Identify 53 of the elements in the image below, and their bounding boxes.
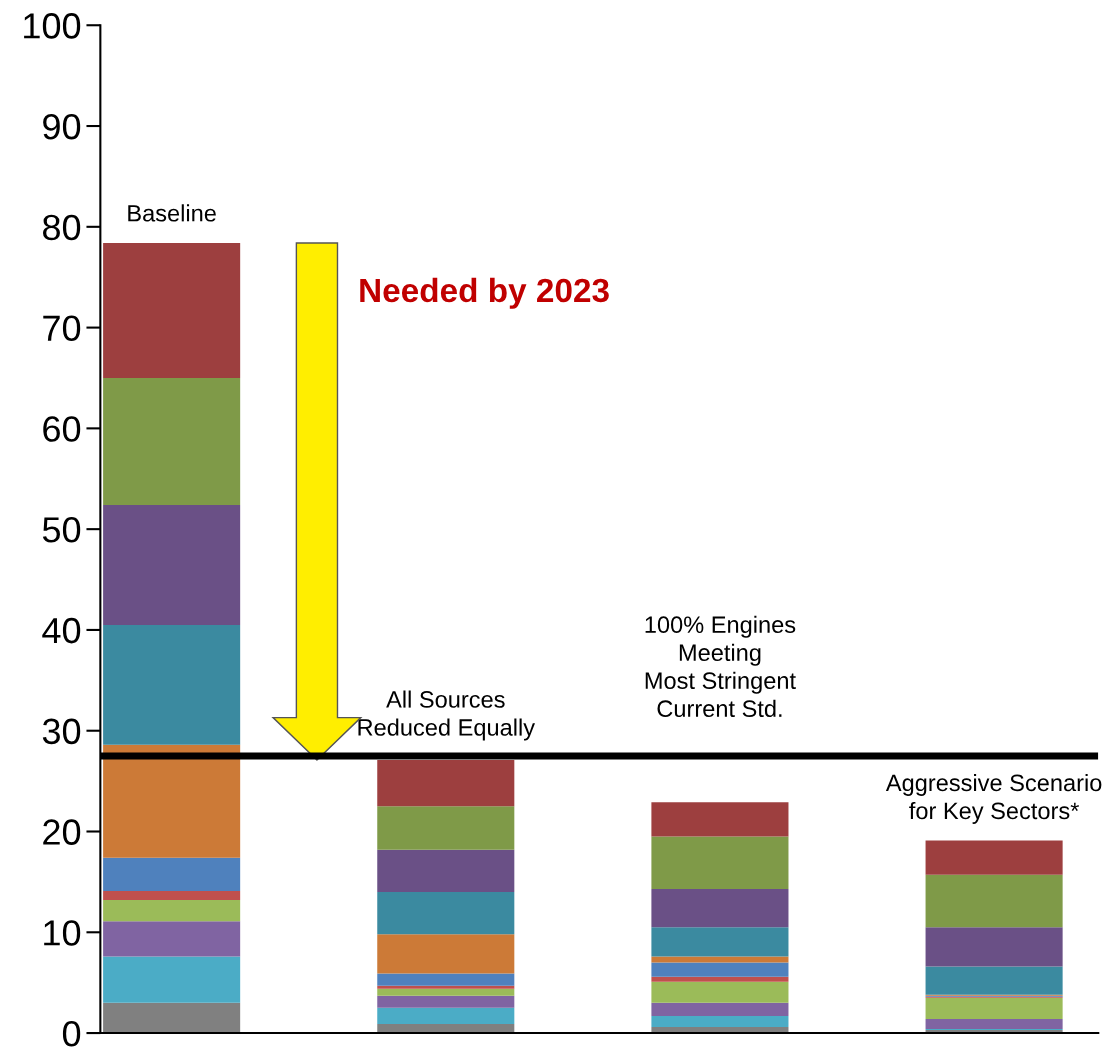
y-tick-label: 30 [42, 718, 81, 745]
y-tick-label: 70 [43, 315, 81, 342]
bar [651, 888, 789, 928]
bar [103, 857, 241, 891]
bar [377, 806, 515, 850]
bar [377, 988, 515, 996]
bar [651, 802, 789, 837]
bar [651, 976, 789, 982]
bar [651, 981, 789, 1003]
bar [103, 900, 241, 922]
bar [925, 874, 1063, 928]
bar [925, 927, 1063, 967]
x-tick-label: Aggressive Scenario for Key Sectors* [885, 773, 1102, 824]
bar [925, 997, 1063, 1019]
bar [925, 966, 1063, 995]
bar [651, 962, 789, 977]
y-tick-label: 60 [43, 416, 81, 442]
y-tick-label: 100 [24, 13, 81, 39]
y-tick-label: 10 [44, 920, 81, 946]
bar [103, 504, 241, 625]
bar [103, 624, 241, 745]
y-tick-label: 50 [42, 517, 81, 543]
bar [377, 849, 515, 892]
y-tick-label: 90 [43, 113, 81, 140]
bar [103, 242, 241, 378]
bar [103, 1002, 241, 1034]
annotation: Needed by 2023 [360, 277, 609, 309]
bar [377, 973, 515, 986]
bar [377, 759, 515, 807]
y-tick-label: 80 [43, 214, 81, 241]
bar [651, 956, 789, 963]
bar [651, 1015, 789, 1028]
y-tick-label: 20 [43, 819, 81, 845]
bar [377, 1007, 515, 1024]
bar [103, 377, 241, 505]
y-tick-label: 40 [42, 617, 81, 644]
x-tick-label: 100% Engines Meeting Most Stringent Current Std. [645, 615, 796, 718]
bar [377, 985, 515, 989]
y-tick-label: 0 [62, 1020, 81, 1047]
bar [651, 927, 789, 957]
x-tick-label: Baseline [128, 204, 216, 222]
bar [103, 921, 241, 957]
bar [103, 744, 241, 858]
bar [651, 836, 789, 889]
bar [377, 934, 515, 974]
bar [377, 891, 515, 935]
bar [377, 995, 515, 1008]
bar [925, 840, 1063, 875]
bar [103, 890, 241, 901]
bar [925, 1018, 1063, 1030]
bar [103, 956, 241, 1003]
x-tick-label: All Sources Reduced Equally [358, 690, 535, 741]
bar [651, 1002, 789, 1016]
